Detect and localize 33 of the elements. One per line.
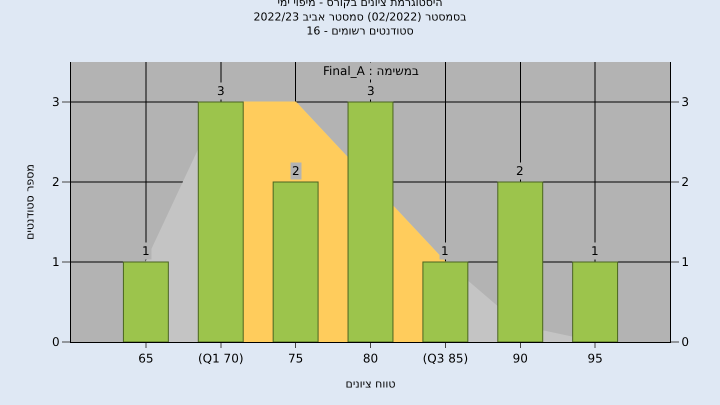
y-tick-label: 3 bbox=[52, 95, 60, 110]
y2-tick-label: 0 bbox=[681, 335, 690, 350]
x-tick-label: 90 bbox=[512, 351, 528, 366]
x-tick-label: 80 bbox=[362, 351, 378, 366]
data-label: 3 bbox=[217, 84, 225, 98]
data-label: 1 bbox=[142, 244, 150, 258]
y2-tick-label: 2 bbox=[681, 175, 690, 190]
bar bbox=[422, 262, 468, 342]
y-tick-label: 1 bbox=[52, 255, 60, 270]
bar bbox=[198, 102, 244, 342]
bar bbox=[572, 262, 618, 342]
y-tick-label: 2 bbox=[52, 175, 60, 190]
y-axis-title: מספר סטודנטים bbox=[24, 164, 37, 240]
bar bbox=[272, 182, 319, 342]
data-label: 1 bbox=[591, 244, 599, 258]
bar bbox=[497, 182, 544, 342]
x-tick-label: (Q3 85) bbox=[422, 351, 468, 366]
chart-title: היסטוגרמת ציונים בקורס - מיפוי ימי בסמסטר (02/2022) סמסטר אביב 2022/23 סטודנטים רשומים - 16 bbox=[253, 0, 467, 38]
data-label: 3 bbox=[367, 84, 375, 98]
data-label: 1 bbox=[441, 244, 449, 258]
annotation: Final_A : במשימה bbox=[323, 64, 419, 78]
x-axis-title: טווח ציונים bbox=[346, 378, 396, 391]
y-tick-label: 0 bbox=[52, 335, 60, 350]
x-tick-label: 95 bbox=[587, 351, 603, 366]
bar bbox=[348, 102, 394, 342]
x-tick-label: (Q1 70) bbox=[198, 351, 244, 366]
x-tick-label: 75 bbox=[288, 351, 304, 366]
bar bbox=[122, 262, 169, 342]
data-label: 2 bbox=[292, 164, 300, 178]
y2-tick-label: 1 bbox=[681, 255, 690, 270]
y2-tick-label: 3 bbox=[681, 95, 690, 110]
x-tick-label: 65 bbox=[138, 351, 154, 366]
data-label: 2 bbox=[516, 164, 524, 178]
